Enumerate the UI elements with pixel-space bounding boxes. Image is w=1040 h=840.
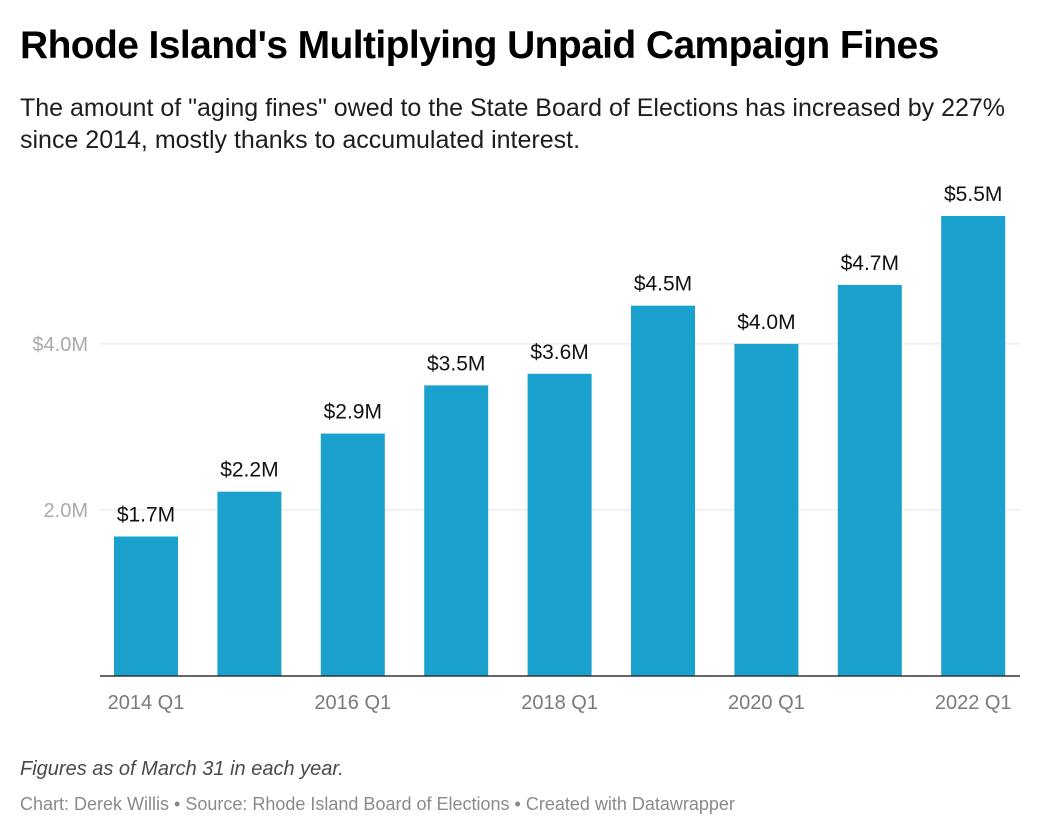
y-tick-label: 2.0M <box>44 500 88 522</box>
x-tick-label: 2022 Q1 <box>935 692 1012 714</box>
y-tick-label: $4.0M <box>32 334 88 356</box>
bar <box>320 433 385 676</box>
bar-chart: 2.0M $4.0M $1.7M $2.2M $2.9M $3.5M $3.6M $4.5M… <box>32 183 1020 714</box>
bar <box>527 373 592 676</box>
chart-notes: Figures as of March 31 in each year. <box>20 758 344 780</box>
bar <box>217 491 282 676</box>
value-labels: $1.7M $2.2M $2.9M $3.5M $3.6M $4.5M $4.0M $4.7M… <box>117 183 1003 527</box>
value-label: $3.5M <box>427 352 485 375</box>
value-label: $5.5M <box>944 183 1002 206</box>
bar <box>837 284 902 676</box>
value-label: $4.0M <box>737 311 795 334</box>
value-label: $1.7M <box>117 504 175 527</box>
value-label: $3.6M <box>530 341 588 364</box>
value-label: $2.9M <box>324 401 382 424</box>
value-label: $4.5M <box>634 273 692 296</box>
x-tick-label: 2014 Q1 <box>108 692 185 714</box>
x-tick-label: 2020 Q1 <box>728 692 805 714</box>
chart-subtitle: The amount of "aging fines" owed to the … <box>20 94 1006 154</box>
value-label: $4.7M <box>841 252 899 275</box>
bar <box>941 216 1006 676</box>
bar <box>631 305 695 676</box>
chart-title: Rhode Island's Multiplying Unpaid Campai… <box>20 24 939 67</box>
value-label: $2.2M <box>220 459 278 482</box>
bar <box>424 385 489 676</box>
x-axis: 2014 Q1 2016 Q1 2018 Q1 2020 Q1 2022 Q1 <box>100 675 1020 714</box>
bar <box>734 343 799 676</box>
x-tick-label: 2018 Q1 <box>521 692 598 714</box>
bar <box>114 536 178 676</box>
chart-byline: Chart: Derek Willis • Source: Rhode Isla… <box>20 794 735 814</box>
x-tick-label: 2016 Q1 <box>314 692 391 714</box>
bars <box>114 216 1006 676</box>
